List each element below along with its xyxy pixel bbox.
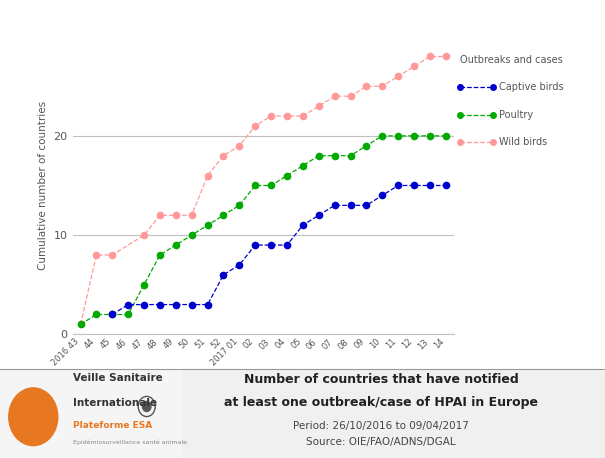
Text: Outbreaks and cases: Outbreaks and cases <box>460 55 563 65</box>
Text: Source: OIE/FAO/ADNS/DGAL: Source: OIE/FAO/ADNS/DGAL <box>306 437 456 447</box>
Text: Wild birds: Wild birds <box>499 137 548 147</box>
Text: Captive birds: Captive birds <box>499 82 564 92</box>
Text: Number of countries that have notified: Number of countries that have notified <box>244 373 518 386</box>
Y-axis label: Cumulative number of countries: Cumulative number of countries <box>38 101 48 270</box>
Circle shape <box>143 401 151 411</box>
Text: Internationale: Internationale <box>73 398 157 409</box>
Text: Poultry: Poultry <box>499 109 533 120</box>
Text: Period: 26/10/2016 to 09/04/2017: Period: 26/10/2016 to 09/04/2017 <box>293 421 469 431</box>
Text: Plateforme ESA: Plateforme ESA <box>73 421 152 431</box>
Text: at least one outbreak/case of HPAI in Europe: at least one outbreak/case of HPAI in Eu… <box>224 396 538 409</box>
Circle shape <box>8 388 57 446</box>
Text: Veille Sanitaire: Veille Sanitaire <box>73 373 162 383</box>
Text: Epidémiosurveillance santé animale: Epidémiosurveillance santé animale <box>73 440 186 445</box>
X-axis label: Week: Week <box>247 373 280 387</box>
